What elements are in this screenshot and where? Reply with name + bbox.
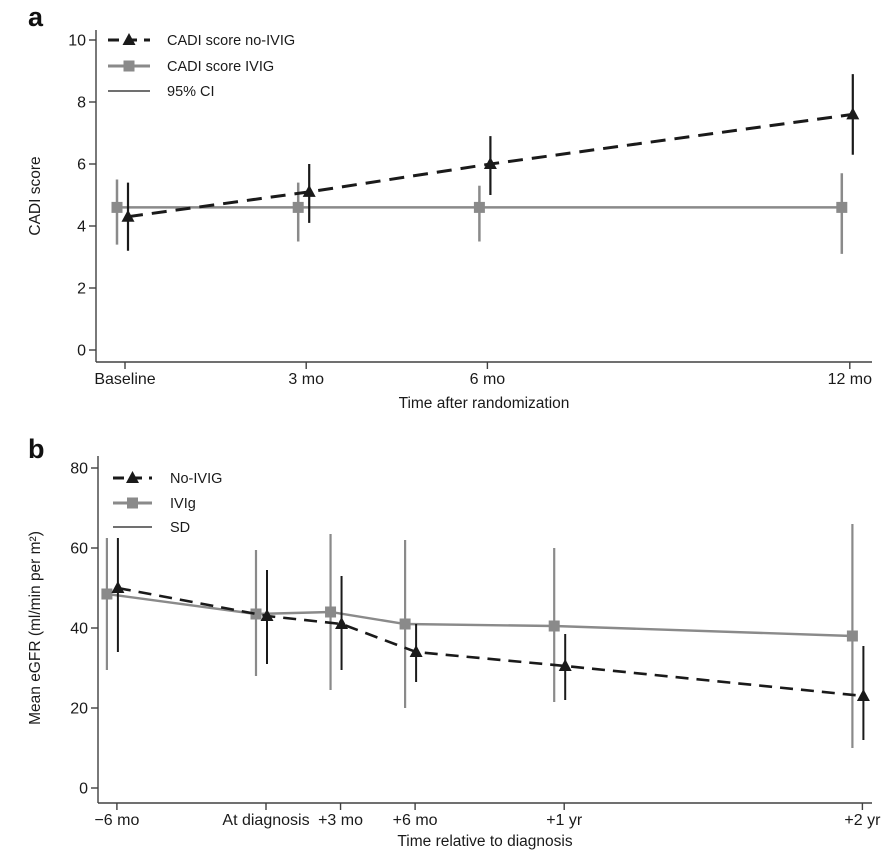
y-tick-label: 4 xyxy=(77,219,86,236)
square-marker xyxy=(292,201,304,213)
triangle-marker xyxy=(856,689,870,701)
x-tick-label: −6 mo xyxy=(94,812,139,829)
panel-label-a: a xyxy=(28,2,44,32)
y-axis-title: CADI score xyxy=(27,156,44,235)
series-line xyxy=(106,592,853,638)
triangle-marker xyxy=(409,645,423,657)
y-tick-label: 0 xyxy=(79,781,88,798)
y-tick-label: 0 xyxy=(77,343,86,360)
x-tick-label: +6 mo xyxy=(393,812,438,829)
triangle-marker xyxy=(335,617,349,629)
square-marker xyxy=(250,608,262,620)
x-tick-label: +2 yr xyxy=(844,812,881,829)
square-marker xyxy=(101,588,113,600)
panel-b: 0 20 40 60 80 −6 mo At diagnosis +3 mo +6 mo +1 y… xyxy=(27,456,881,850)
y-tick-label: 80 xyxy=(70,461,88,478)
x-tick-label: +3 mo xyxy=(318,812,363,829)
legend-label: 95% CI xyxy=(167,84,215,100)
square-marker xyxy=(548,620,560,632)
y-tick-label: 60 xyxy=(70,541,88,558)
y-tick-label: 6 xyxy=(77,157,86,174)
triangle-marker xyxy=(483,157,497,169)
square-marker xyxy=(836,201,848,213)
square-marker xyxy=(111,201,123,213)
square-marker xyxy=(123,60,135,72)
y-tick-label: 20 xyxy=(70,701,88,718)
y-tick-label: 8 xyxy=(77,95,86,112)
triangle-marker xyxy=(126,471,139,483)
square-marker xyxy=(846,630,858,642)
x-tick-label: 3 mo xyxy=(288,371,324,388)
series-line xyxy=(117,586,864,698)
legend-label: CADI score IVIG xyxy=(167,59,274,75)
triangle-marker xyxy=(260,609,274,621)
triangle-marker xyxy=(122,33,136,45)
y-tick-label: 40 xyxy=(70,621,88,638)
x-tick-label: 12 mo xyxy=(828,371,873,388)
y-axis-title: Mean eGFR (ml/min per m²) xyxy=(27,531,44,725)
square-marker xyxy=(473,201,485,213)
triangle-marker xyxy=(846,107,860,120)
x-tick-label: +1 yr xyxy=(546,812,583,829)
y-tick-label: 10 xyxy=(68,33,86,50)
x-tick-label: At diagnosis xyxy=(222,812,309,829)
square-marker xyxy=(399,618,411,630)
triangle-marker xyxy=(558,659,572,671)
triangle-marker xyxy=(302,184,316,197)
y-tick-label: 2 xyxy=(77,281,86,298)
legend-label: No-IVIG xyxy=(170,471,222,487)
panel-label-b: b xyxy=(28,434,45,464)
triangle-marker xyxy=(111,581,125,593)
legend-label: IVIg xyxy=(170,496,196,512)
triangle-marker xyxy=(121,209,135,222)
square-marker xyxy=(127,497,138,509)
x-axis-title: Time after randomization xyxy=(399,395,570,412)
series-line xyxy=(127,112,854,219)
square-marker xyxy=(325,606,337,618)
legend-label: CADI score no-IVIG xyxy=(167,33,295,49)
legend-label: SD xyxy=(170,520,190,536)
x-tick-label: Baseline xyxy=(94,371,155,388)
panel-a: 0 2 4 6 8 10 Baseline 3 mo 6 mo 12 mo Time after r… xyxy=(27,30,872,412)
x-axis-title: Time relative to diagnosis xyxy=(397,833,572,850)
x-tick-label: 6 mo xyxy=(470,371,506,388)
